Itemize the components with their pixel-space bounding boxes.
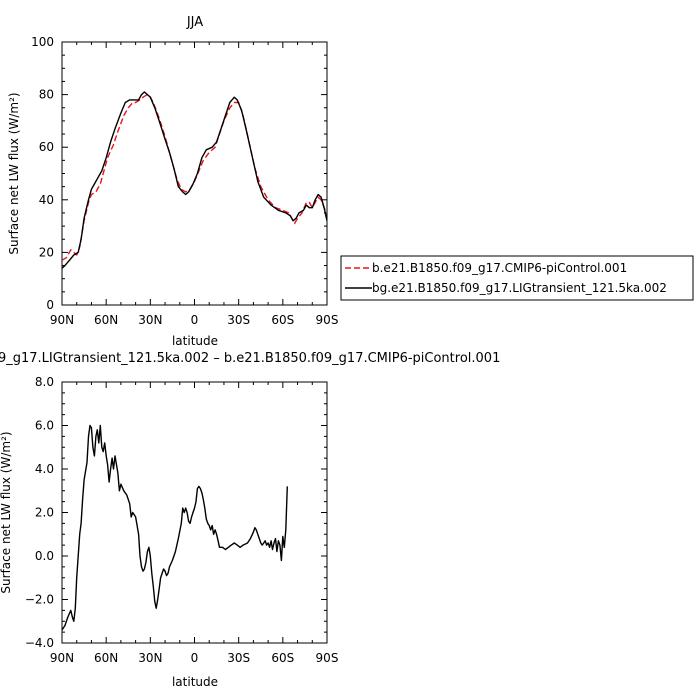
- y-tick-label: 60: [39, 140, 54, 154]
- x-tick-label: 0: [191, 313, 199, 327]
- legend-label-1: bg.e21.B1850.f09_g17.LIGtransient_121.5k…: [372, 281, 667, 295]
- chart-title: bg.e21.B1850.f09_g17.LIGtransient_121.5k…: [0, 351, 500, 366]
- chart-bottom-panel: −4.0 −2.0 0.0 2.0 4.0 6.0 8.0 90N 60N 30N 0 30S 60S 9…: [0, 351, 500, 689]
- y-tick-label: 20: [39, 245, 54, 259]
- y-tick-label: −4.0: [25, 636, 54, 650]
- x-tick-label: 60S: [271, 651, 294, 665]
- y-tick-label: 8.0: [35, 375, 54, 389]
- series-line-1: [62, 91, 327, 269]
- y-tick-label: 80: [39, 88, 54, 102]
- x-tick-label: 90N: [50, 313, 74, 327]
- x-axis-label: latitude: [172, 334, 218, 348]
- y-tick-label: 6.0: [35, 419, 54, 433]
- x-tick-label: 90N: [50, 651, 74, 665]
- chart-top-panel: 0 20 40 60 80 100 90N 60N 30N 0 30S 60S 90S JJA latitu…: [7, 15, 338, 348]
- y-tick-label: 2.0: [35, 506, 54, 520]
- x-tick-label: 90S: [316, 313, 339, 327]
- x-tick-label: 30N: [138, 313, 162, 327]
- series-line-0: [62, 93, 327, 261]
- x-tick-label: 60S: [271, 313, 294, 327]
- x-tick-label: 60N: [94, 651, 118, 665]
- legend: b.e21.B1850.f09_g17.CMIP6-piControl.001b…: [340, 255, 694, 301]
- series-line-0: [62, 424, 288, 631]
- x-tick-label: 90S: [316, 651, 339, 665]
- x-tick-label: 0: [191, 651, 199, 665]
- y-tick-label: 0: [46, 298, 54, 312]
- x-tick-label: 30S: [227, 651, 250, 665]
- y-axis-label: Surface net LW flux (W/m²): [0, 431, 13, 593]
- y-tick-label: 40: [39, 193, 54, 207]
- x-tick-label: 30N: [138, 651, 162, 665]
- chart-title: JJA: [186, 15, 203, 30]
- y-tick-label: 4.0: [35, 462, 54, 476]
- x-tick-label: 30S: [227, 313, 250, 327]
- y-tick-label: 100: [31, 35, 54, 49]
- x-axis-label: latitude: [172, 675, 218, 689]
- legend-label-0: b.e21.B1850.f09_g17.CMIP6-piControl.001: [372, 261, 627, 275]
- plot-frame: [61, 381, 328, 644]
- y-axis-label: Surface net LW flux (W/m²): [7, 92, 21, 254]
- y-tick-label: 0.0: [35, 549, 54, 563]
- x-tick-label: 60N: [94, 313, 118, 327]
- y-tick-label: −2.0: [25, 593, 54, 607]
- plot-frame: [61, 41, 328, 306]
- legend-box: [340, 255, 694, 301]
